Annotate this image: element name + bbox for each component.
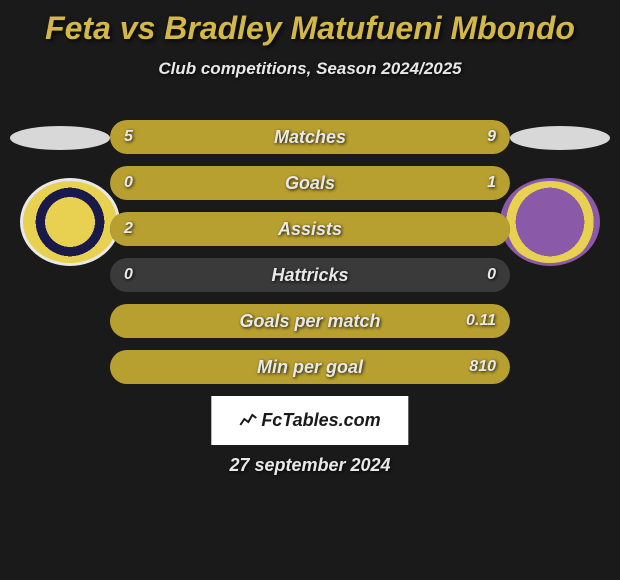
player-marker-right [510, 126, 610, 150]
chart-icon [239, 410, 257, 431]
comparison-infographic: Feta vs Bradley Matufueni Mbondo Club co… [0, 0, 620, 580]
stat-row: 0 Goals 1 [110, 166, 510, 200]
stat-value-right: 1 [487, 166, 496, 200]
player-marker-left [10, 126, 110, 150]
attribution-badge: FcTables.com [211, 396, 408, 445]
main-title: Feta vs Bradley Matufueni Mbondo [0, 0, 620, 47]
stat-row: 2 Assists [110, 212, 510, 246]
stat-row: 5 Matches 9 [110, 120, 510, 154]
attribution-text: FcTables.com [261, 410, 380, 430]
club-badge-right [500, 178, 600, 266]
stat-label: Goals [110, 166, 510, 200]
stats-bars: 5 Matches 9 0 Goals 1 2 Assists 0 Hattri… [110, 120, 510, 396]
stat-label: Matches [110, 120, 510, 154]
stat-label: Hattricks [110, 258, 510, 292]
stat-value-right: 810 [469, 350, 496, 384]
date-text: 27 september 2024 [0, 455, 620, 476]
stat-value-right: 0.11 [466, 304, 496, 338]
subtitle: Club competitions, Season 2024/2025 [0, 59, 620, 79]
stat-row: Goals per match 0.11 [110, 304, 510, 338]
stat-value-right: 0 [487, 258, 496, 292]
stat-label: Assists [110, 212, 510, 246]
stat-label: Goals per match [110, 304, 510, 338]
stat-value-right: 9 [487, 120, 496, 154]
stat-row: Min per goal 810 [110, 350, 510, 384]
club-badge-left [20, 178, 120, 266]
stat-label: Min per goal [110, 350, 510, 384]
stat-row: 0 Hattricks 0 [110, 258, 510, 292]
